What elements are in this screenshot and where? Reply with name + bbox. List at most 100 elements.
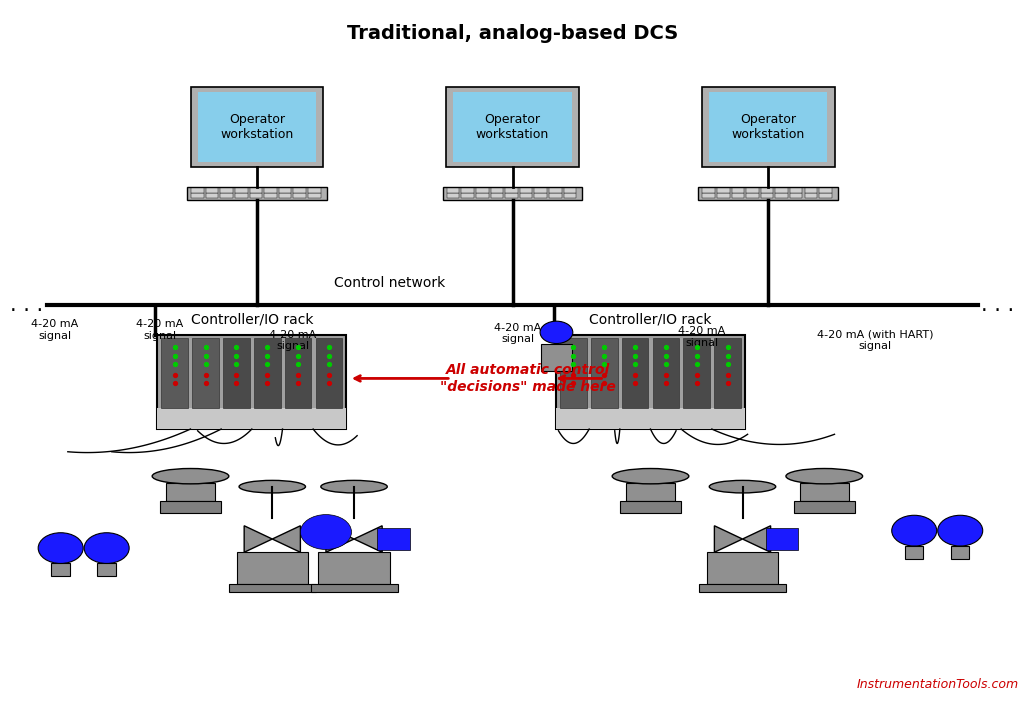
FancyBboxPatch shape: [160, 501, 221, 513]
FancyBboxPatch shape: [732, 193, 744, 198]
FancyBboxPatch shape: [446, 87, 579, 168]
FancyBboxPatch shape: [905, 546, 924, 559]
Polygon shape: [273, 526, 300, 552]
FancyBboxPatch shape: [714, 339, 741, 408]
FancyBboxPatch shape: [708, 92, 827, 163]
FancyBboxPatch shape: [706, 552, 778, 584]
FancyBboxPatch shape: [161, 339, 189, 408]
FancyBboxPatch shape: [746, 189, 758, 193]
FancyBboxPatch shape: [549, 189, 562, 193]
FancyBboxPatch shape: [166, 483, 215, 501]
FancyBboxPatch shape: [461, 189, 474, 193]
FancyBboxPatch shape: [97, 564, 116, 576]
Polygon shape: [742, 526, 771, 552]
FancyBboxPatch shape: [157, 335, 346, 429]
FancyBboxPatch shape: [951, 546, 970, 559]
Text: . . .: . . .: [10, 295, 43, 315]
FancyBboxPatch shape: [250, 193, 262, 198]
FancyBboxPatch shape: [461, 193, 474, 198]
FancyBboxPatch shape: [198, 92, 317, 163]
Text: 4-20 mA
signal: 4-20 mA signal: [31, 319, 78, 341]
FancyBboxPatch shape: [702, 193, 714, 198]
FancyBboxPatch shape: [549, 193, 562, 198]
FancyBboxPatch shape: [560, 339, 586, 408]
Text: Controller/IO rack: Controller/IO rack: [589, 313, 711, 327]
FancyBboxPatch shape: [684, 339, 710, 408]
Text: 4-20 mA
signal: 4-20 mA signal: [678, 326, 726, 348]
FancyBboxPatch shape: [192, 193, 204, 198]
Ellipse shape: [709, 480, 776, 493]
FancyBboxPatch shape: [505, 193, 518, 198]
FancyBboxPatch shape: [541, 343, 572, 372]
FancyBboxPatch shape: [800, 483, 849, 501]
FancyBboxPatch shape: [819, 193, 831, 198]
FancyBboxPatch shape: [193, 339, 219, 408]
FancyBboxPatch shape: [790, 189, 803, 193]
Circle shape: [38, 533, 83, 564]
Text: Control network: Control network: [334, 275, 446, 290]
FancyBboxPatch shape: [790, 193, 803, 198]
FancyBboxPatch shape: [188, 187, 327, 200]
Circle shape: [892, 515, 937, 546]
FancyBboxPatch shape: [491, 189, 503, 193]
FancyBboxPatch shape: [520, 189, 532, 193]
FancyBboxPatch shape: [309, 189, 321, 193]
FancyBboxPatch shape: [716, 189, 730, 193]
FancyBboxPatch shape: [279, 189, 291, 193]
FancyBboxPatch shape: [191, 87, 324, 168]
FancyBboxPatch shape: [620, 501, 682, 513]
FancyBboxPatch shape: [626, 483, 675, 501]
FancyBboxPatch shape: [157, 408, 346, 429]
Text: Operator
workstation: Operator workstation: [476, 113, 549, 141]
Circle shape: [540, 321, 573, 343]
Circle shape: [300, 515, 352, 550]
FancyBboxPatch shape: [250, 189, 262, 193]
FancyBboxPatch shape: [491, 193, 503, 198]
Text: 4-20 mA (with HART)
signal: 4-20 mA (with HART) signal: [817, 329, 934, 351]
FancyBboxPatch shape: [716, 193, 730, 198]
Text: 4-20 mA
signal: 4-20 mA signal: [494, 322, 541, 344]
Text: Controller/IO rack: Controller/IO rack: [191, 313, 313, 327]
Ellipse shape: [612, 468, 689, 484]
FancyBboxPatch shape: [805, 193, 817, 198]
Polygon shape: [354, 526, 382, 552]
FancyBboxPatch shape: [534, 193, 547, 198]
FancyBboxPatch shape: [564, 189, 576, 193]
FancyBboxPatch shape: [206, 193, 218, 198]
FancyBboxPatch shape: [235, 193, 248, 198]
FancyBboxPatch shape: [746, 193, 758, 198]
FancyBboxPatch shape: [819, 189, 831, 193]
FancyBboxPatch shape: [775, 193, 788, 198]
Text: Traditional, analog-based DCS: Traditional, analog-based DCS: [346, 24, 679, 43]
FancyBboxPatch shape: [235, 189, 248, 193]
Polygon shape: [714, 526, 742, 552]
FancyBboxPatch shape: [793, 501, 855, 513]
FancyBboxPatch shape: [476, 189, 489, 193]
FancyBboxPatch shape: [699, 584, 786, 592]
FancyBboxPatch shape: [590, 339, 618, 408]
FancyBboxPatch shape: [805, 189, 817, 193]
FancyBboxPatch shape: [476, 193, 489, 198]
Text: . . .: . . .: [982, 295, 1015, 315]
Text: InstrumentationTools.com: InstrumentationTools.com: [856, 679, 1019, 691]
FancyBboxPatch shape: [622, 339, 649, 408]
FancyBboxPatch shape: [520, 193, 532, 198]
Ellipse shape: [786, 468, 863, 484]
FancyBboxPatch shape: [766, 528, 798, 550]
FancyBboxPatch shape: [223, 339, 250, 408]
FancyBboxPatch shape: [761, 193, 773, 198]
FancyBboxPatch shape: [264, 193, 277, 198]
FancyBboxPatch shape: [453, 92, 572, 163]
FancyBboxPatch shape: [447, 193, 459, 198]
Ellipse shape: [152, 468, 229, 484]
FancyBboxPatch shape: [264, 189, 277, 193]
FancyBboxPatch shape: [319, 552, 390, 584]
Polygon shape: [326, 526, 354, 552]
Text: 4-20 mA
signal: 4-20 mA signal: [136, 319, 183, 341]
FancyBboxPatch shape: [443, 187, 582, 200]
Text: All automatic control
"decisions" made here: All automatic control "decisions" made h…: [440, 363, 616, 393]
Text: Operator
workstation: Operator workstation: [732, 113, 805, 141]
FancyBboxPatch shape: [220, 189, 233, 193]
Text: Operator
workstation: Operator workstation: [220, 113, 293, 141]
FancyBboxPatch shape: [293, 189, 306, 193]
